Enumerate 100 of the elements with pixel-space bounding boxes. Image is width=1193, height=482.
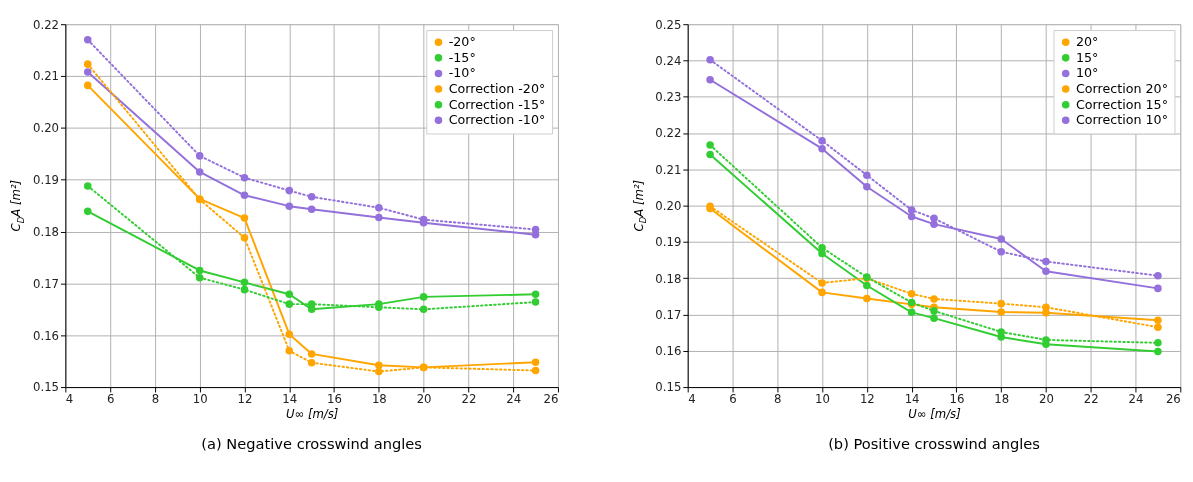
text: (b) Positive crosswind angles [828,434,1040,452]
point [930,314,938,322]
y-axis-title: CDA [m²] [631,179,649,232]
x-tick-label: 12 [237,392,253,407]
point [285,186,294,195]
point [907,290,916,298]
legend-label: -15° [448,49,476,65]
point [818,144,826,153]
x-tick-label: 14 [904,392,920,407]
x-tick-label: 6 [729,392,737,407]
point [240,173,249,182]
point [1154,316,1162,325]
point [83,207,92,216]
point [307,358,316,367]
point [863,183,871,191]
y-tick-label: 0.19 [32,173,60,188]
x-tick-label: 26 [543,392,559,407]
point [818,279,826,287]
point [1042,257,1050,266]
x-tick-label: 4 [65,392,74,407]
point [531,358,540,366]
point [531,298,540,306]
x-tick-label: 22 [461,392,477,407]
y-tick-label: 0.16 [655,344,682,359]
y-tick-label: 0.21 [32,69,60,84]
point [997,235,1005,243]
x-tick-label: 24 [1128,392,1144,407]
point [531,290,540,299]
point [1154,284,1162,293]
point [83,182,92,190]
y-tick-label: 0.22 [32,17,60,32]
point [240,234,249,242]
point [307,193,316,201]
point [419,293,428,301]
point [240,191,249,200]
x-tick-label: 20 [1039,392,1054,407]
point [240,214,249,222]
point [706,56,714,64]
point [307,205,316,214]
point [307,350,316,358]
legend-label: 10° [1075,65,1099,81]
legend-label: Correction 15° [1075,96,1168,112]
point [907,308,916,317]
y-tick-label: 0.25 [655,17,682,32]
point [240,278,249,287]
point [930,295,938,303]
x-tick-label: 18 [371,392,387,407]
point [1154,271,1162,280]
legend-label: Correction 10° [1075,112,1168,128]
x-tick-label: 6 [106,392,115,407]
point [307,300,316,308]
point [375,203,383,212]
x-tick-label: 10 [192,392,208,407]
text: (a) Negative crosswind angles [201,434,422,452]
point [930,307,938,315]
point [531,366,540,375]
point [997,247,1005,256]
x-tick-label: 4 [688,392,696,407]
x-tick-label: 12 [859,392,875,407]
y-tick-label: 0.20 [655,199,682,214]
y-tick-label: 0.17 [655,307,682,322]
point [375,213,383,222]
y-tick-label: 0.20 [32,121,60,136]
point [863,281,871,290]
point [863,294,871,303]
point [195,273,204,282]
point [1042,336,1050,344]
point [907,212,916,221]
legend-label: -10° [448,65,476,81]
legend-label: -20° [448,34,476,50]
point [419,305,428,314]
point [375,361,383,370]
y-tick-label: 0.17 [32,276,60,291]
y-tick-label: 0.18 [655,271,682,286]
point [706,75,714,84]
x-tick-label: 8 [151,392,160,407]
legend-label: Correction -20° [448,80,546,96]
point [285,347,294,355]
point [818,243,826,252]
point [907,206,916,214]
point [997,328,1005,336]
y-tick-label: 0.22 [655,126,682,141]
point [818,288,826,297]
point [83,81,92,90]
x-tick-label: 24 [506,392,522,407]
legend-label: Correction -15° [448,96,546,112]
point [706,141,714,149]
point [1042,267,1050,276]
point [285,300,294,308]
point [83,68,92,76]
point [285,330,294,338]
point [997,299,1005,308]
point [818,136,826,145]
point [930,214,938,223]
point [1154,323,1162,331]
y-tick-label: 0.21 [655,162,682,177]
point [1154,347,1162,356]
point [1154,339,1162,347]
y-tick-label: 0.18 [32,224,60,239]
y-tick-label: 0.16 [32,328,60,343]
